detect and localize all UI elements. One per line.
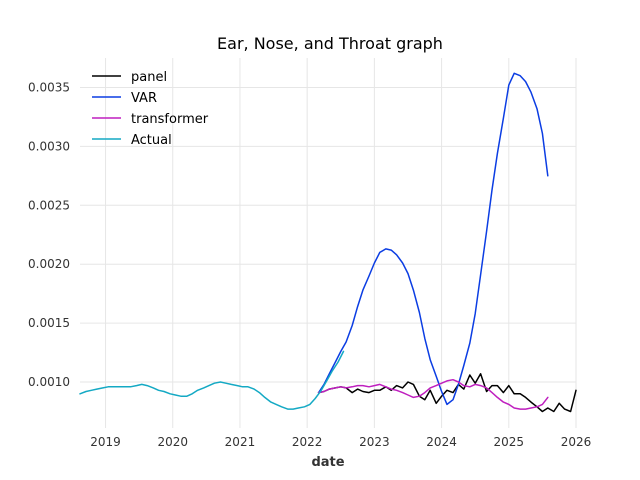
legend-label-transformer: transformer xyxy=(131,112,209,127)
series-line-transformer xyxy=(317,378,549,410)
chart-title: Ear, Nose, and Throat graph xyxy=(217,34,443,53)
x-axis: 2019 2020 2021 2022 2023 2024 2025 2026 xyxy=(90,435,591,449)
x-tick-label: 2024 xyxy=(426,435,457,449)
y-tick-label: 0.0020 xyxy=(28,257,70,271)
x-tick-label: 2023 xyxy=(359,435,390,449)
y-tick-label: 0.0025 xyxy=(28,198,70,212)
y-tick-label: 0.0015 xyxy=(28,316,70,330)
x-tick-label: 2026 xyxy=(561,435,592,449)
series-line-actual xyxy=(79,350,345,410)
x-tick-label: 2019 xyxy=(90,435,121,449)
x-tick-label: 2020 xyxy=(157,435,188,449)
x-tick-label: 2022 xyxy=(292,435,323,449)
y-tick-label: 0.0030 xyxy=(28,139,70,153)
y-tick-label: 0.0035 xyxy=(28,80,70,94)
legend: panel VAR transformer Actual xyxy=(92,70,209,148)
series-line-panel xyxy=(317,373,577,413)
series-line-var xyxy=(317,72,549,406)
series-lines xyxy=(79,72,577,413)
y-axis: 0.0010 0.0015 0.0020 0.0025 0.0030 0.0035 xyxy=(28,80,70,389)
x-tick-label: 2021 xyxy=(225,435,256,449)
legend-label-var: VAR xyxy=(131,91,157,106)
x-axis-label: date xyxy=(311,455,344,470)
legend-label-panel: panel xyxy=(131,70,167,85)
y-tick-label: 0.0010 xyxy=(28,375,70,389)
x-tick-label: 2025 xyxy=(494,435,525,449)
legend-label-actual: Actual xyxy=(131,133,172,148)
grid xyxy=(80,58,577,428)
